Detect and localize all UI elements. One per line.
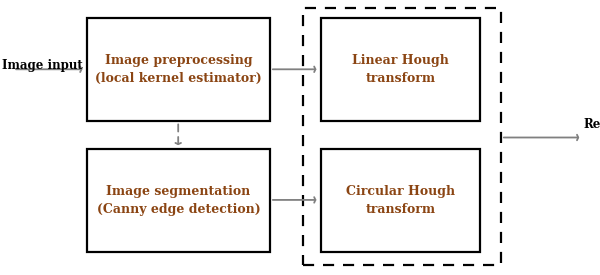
Bar (87, 148, 270, 252)
Bar (303, 8, 501, 265)
Text: Circular Hough
transform: Circular Hough transform (346, 185, 455, 216)
Text: Image segmentation
(Canny edge detection): Image segmentation (Canny edge detection… (97, 185, 260, 216)
Bar (87, 18, 270, 121)
Text: Image preprocessing
(local kernel estimator): Image preprocessing (local kernel estima… (95, 54, 262, 85)
Text: Linear Hough
transform: Linear Hough transform (352, 54, 449, 85)
Text: Image input: Image input (2, 59, 83, 73)
Bar (321, 148, 480, 252)
Bar (321, 18, 480, 121)
Text: Result: Result (583, 119, 600, 131)
